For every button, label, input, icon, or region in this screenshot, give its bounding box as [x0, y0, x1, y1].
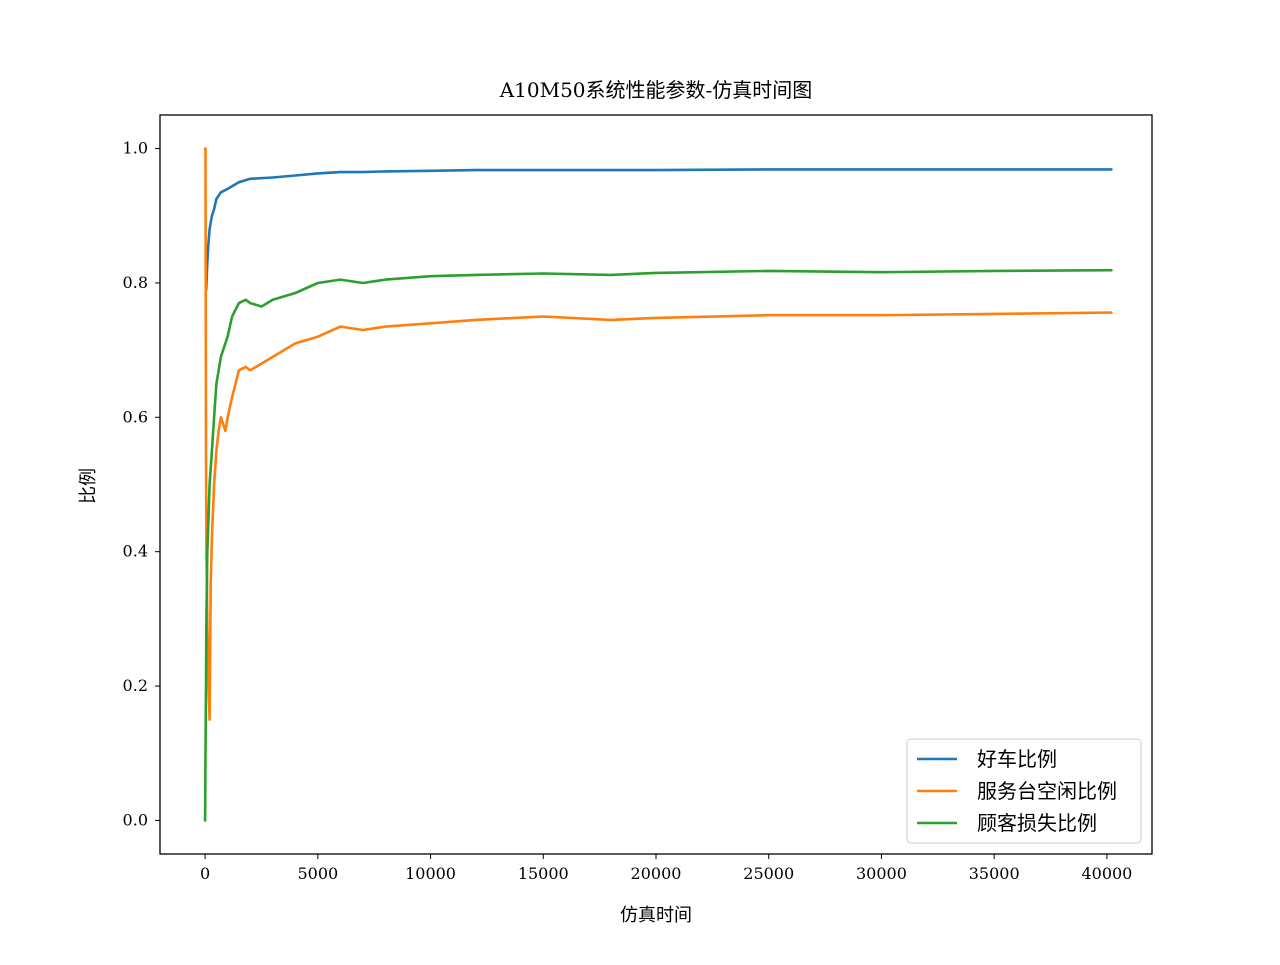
legend-label: 好车比例 [977, 747, 1057, 771]
x-tick-label: 20000 [631, 864, 682, 883]
x-tick-label: 30000 [856, 864, 907, 883]
plot-area [159, 114, 1153, 855]
y-tick-label: 0.8 [123, 273, 148, 292]
x-tick-label: 0 [200, 864, 210, 883]
x-axis: 0 5000 10000 15000 20000 25000 30000 35000 40000 [200, 854, 1132, 883]
y-tick-label: 0.6 [123, 407, 148, 426]
series-line-3 [203, 268, 1113, 822]
legend-box [906, 738, 1142, 844]
x-tick-label: 5000 [297, 864, 338, 883]
x-tick-label: 25000 [743, 864, 794, 883]
y-tick-label: 0.2 [123, 676, 148, 695]
x-axis-label: 仿真时间 [620, 905, 692, 926]
legend-label: 顾客损失比例 [977, 811, 1097, 835]
x-tick-label: 40000 [1081, 864, 1132, 883]
y-tick-label: 1.0 [123, 139, 148, 158]
y-tick-label: 0.4 [123, 542, 148, 561]
x-tick-label: 10000 [405, 864, 456, 883]
y-tick-label: 0.0 [123, 810, 148, 829]
series-line-2 [203, 147, 1113, 721]
y-axis-label: 比例 [78, 468, 99, 504]
x-tick-label: 35000 [969, 864, 1020, 883]
y-axis: 0.0 0.2 0.4 0.6 0.8 1.0 [123, 139, 160, 829]
series-line-1 [204, 168, 1113, 292]
chart-title: A10M50系统性能参数-仿真时间图 [499, 78, 813, 102]
legend-label: 服务台空闲比例 [977, 779, 1117, 803]
plot-background [160, 115, 1152, 854]
x-tick-label: 15000 [518, 864, 569, 883]
series-layer [203, 147, 1113, 822]
